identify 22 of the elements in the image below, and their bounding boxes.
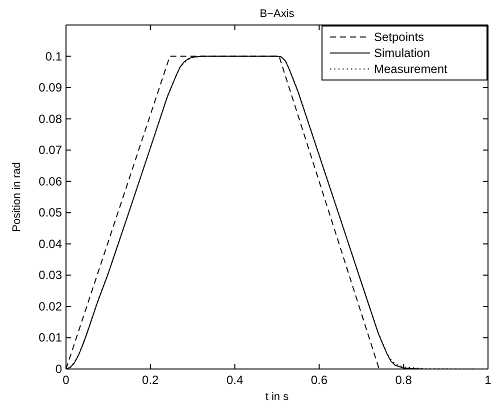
y-tick-label: 0.1 — [45, 49, 62, 64]
y-tick-label: 0.03 — [38, 268, 62, 282]
chart-title: B−Axis — [260, 8, 295, 20]
y-tick-label: 0.08 — [38, 112, 62, 126]
x-axis-title: t in s — [265, 391, 290, 403]
y-tick-label: 0.06 — [38, 174, 62, 188]
y-tick-label: 0.02 — [38, 299, 62, 314]
x-tick-label: 0.4 — [226, 373, 244, 387]
y-tick-label: 0.07 — [38, 143, 62, 158]
y-tick-label: 0.09 — [38, 80, 62, 95]
y-tick-label: 0 — [55, 362, 62, 376]
x-tick-label: 0.2 — [142, 373, 160, 387]
y-tick-label: 0.05 — [38, 206, 62, 220]
x-tick-label: 1 — [484, 373, 492, 387]
legend-label: Measurement — [374, 62, 448, 76]
y-tick-label: 0.04 — [38, 236, 62, 251]
x-tick-label: 0.8 — [395, 373, 412, 387]
legend-label: Simulation — [374, 46, 430, 60]
x-tick-label: 0.6 — [310, 373, 328, 387]
y-axis-title: Position in rad — [11, 162, 23, 232]
y-tick-label: 0.01 — [38, 330, 62, 345]
legend-label: Setpoints — [374, 30, 424, 44]
